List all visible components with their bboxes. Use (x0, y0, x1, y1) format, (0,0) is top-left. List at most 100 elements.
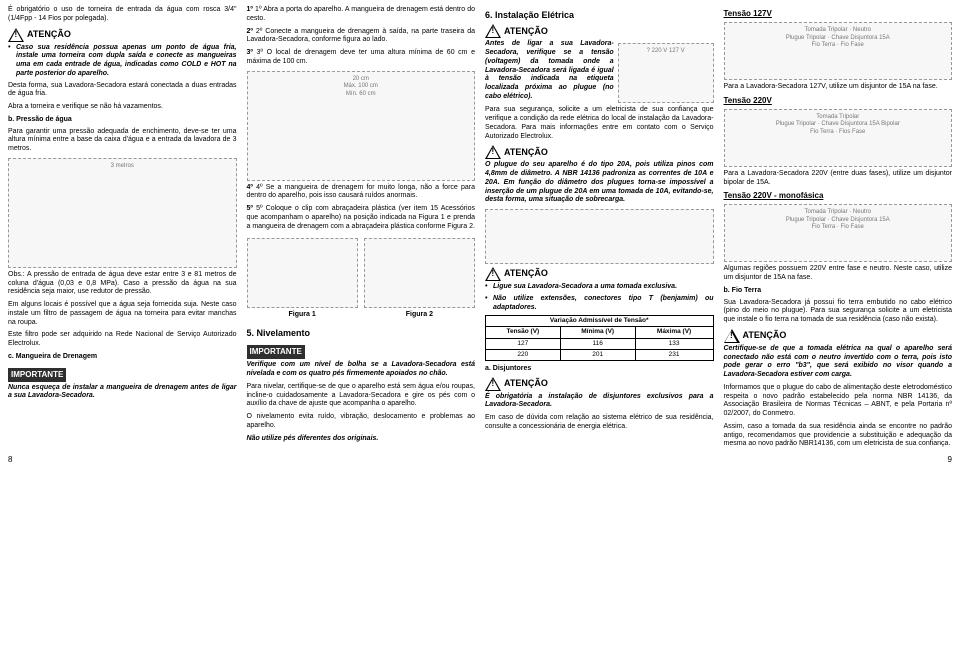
plug-diagram (485, 209, 714, 264)
block-220v: Tensão 220V Tomada Tripolar Plugue Tripo… (724, 96, 953, 188)
warning-1-list: Caso sua residência possua apenas um pon… (8, 44, 237, 79)
drain-diag-l2: Máx. 100 cm (344, 83, 378, 89)
drain-diag-l1: 20 cm (353, 76, 369, 82)
column-1: É obrigatório o uso de torneira de entra… (8, 6, 237, 453)
t220m-l1: Neutro (853, 209, 871, 215)
section-b-title: b. Pressão de água (8, 116, 237, 125)
warning-3b-text: O plugue do seu aparelho é do tipo 20A, … (485, 161, 714, 205)
warning-icon: ! (485, 377, 501, 391)
vt-r2c2: 201 (560, 349, 635, 360)
warning-3c: ! ATENÇÃO (485, 267, 714, 281)
obs-3: Este filtro pode ser adquirido na Rede N… (8, 331, 237, 349)
step-5: 5º 5º Coloque o clip com abraçadeira plá… (247, 205, 476, 231)
section-b2-title: b. Fio Terra (724, 287, 953, 296)
vcd-l1: ? (647, 48, 650, 54)
step-1: 1º 1º Abra a porta do aparelho. A mangue… (247, 6, 476, 24)
section-6-title: 6. Instalação Elétrica (485, 10, 714, 21)
t220m-title: Tensão 220V - monofásica (724, 191, 953, 201)
section-c-title: c. Mangueira de Drenagem (8, 353, 237, 362)
warning-3a-text: Antes de ligar a sua Lavadora-Secadora, … (485, 40, 614, 102)
warning-3c-label: ATENÇÃO (504, 268, 548, 279)
drain-diag-l3: Mín. 60 cm (346, 91, 376, 97)
step-1-text: 1º Abra a porta do aparelho. A mangueira… (247, 6, 476, 22)
t127-l2: Plugue Tripolar (786, 35, 826, 41)
step-3: 3º 3º O local de drenagem deve ter uma a… (247, 49, 476, 67)
vcd-l3: 127 V (669, 48, 685, 54)
col4-p2: Informamos que o plugue do cabo de alime… (724, 384, 953, 419)
important-bar-1: IMPORTANTE (8, 368, 66, 382)
warning-4: ! ATENÇÃO (724, 329, 953, 343)
warning-icon: ! (8, 28, 24, 42)
t220-title: Tensão 220V (724, 96, 953, 106)
para-a2: Abra a torneira e verifique se não há va… (8, 103, 237, 112)
block-220v-mono: Tensão 220V - monofásica Tomada Tripolar… (724, 191, 953, 283)
vt-title: Variação Admissível de Tensão* (486, 316, 714, 327)
t127-l5: Fio Fase (841, 42, 864, 48)
figure-2-caption: Figura 2 (364, 311, 475, 320)
step-3-text: 3º O local de drenagem deve ter uma altu… (247, 49, 476, 65)
important-bar-2: IMPORTANTE (247, 345, 305, 359)
step-5-text: 5º Coloque o clip com abraçadeira plásti… (247, 205, 476, 230)
warning-1: ! ATENÇÃO (8, 28, 237, 42)
t220-l2: Chave Disjuntora 15A Bipolar (821, 121, 899, 127)
warning-1-label: ATENÇÃO (27, 29, 71, 40)
vt-r1c1: 127 (486, 338, 561, 349)
warning-3d-text: É obrigatória a instalação de disjuntore… (485, 393, 714, 411)
column-2: 1º 1º Abra a porta do aparelho. A mangue… (247, 6, 476, 453)
step-2-text: 2º Conecte a mangueira de drenagem à saí… (247, 28, 476, 44)
sec6-p1: Para sua segurança, solicite a um eletri… (485, 106, 714, 141)
column-3: 6. Instalação Elétrica ! ATENÇÃO Antes d… (485, 6, 714, 453)
t220-note: Para a Lavadora-Secadora 220V (entre dua… (724, 170, 953, 188)
t220m-l0: Tomada Tripolar (805, 209, 848, 215)
column-4: Tensão 127V Tomada Tripolar · Neutro Plu… (724, 6, 953, 453)
voltage-check-diagram: ? 220 V 127 V (618, 43, 714, 103)
step-2: 2º 2º Conecte a mangueira de drenagem à … (247, 28, 476, 46)
t220-l3: Fio Terra (810, 129, 834, 135)
pressure-diagram: 3 metros (8, 158, 237, 268)
figure-row (247, 235, 476, 311)
t220m-note: Algumas regiões possuem 220V entre fase … (724, 265, 953, 283)
sec5-p2: O nivelamento evita ruído, vibração, des… (247, 413, 476, 431)
pressure-diagram-label: 3 metros (111, 163, 134, 169)
warning-icon: ! (485, 24, 501, 38)
important-text-1: Nunca esqueça de instalar a mangueira de… (8, 384, 237, 402)
warning-3b: ! ATENÇÃO (485, 145, 714, 159)
t220m-l3: Chave Disjuntora 15A (831, 217, 889, 223)
w3c-li1: Ligue sua Lavadora-Secadora a uma tomada… (485, 283, 714, 292)
obs-2: Em alguns locais é possível que a água s… (8, 301, 237, 327)
page-footer: 8 9 (8, 455, 952, 465)
vt-h2: Mínima (V) (560, 327, 635, 338)
warning-4-text: Certifique-se de que a tomada elétrica n… (724, 345, 953, 380)
warning-icon: ! (485, 145, 501, 159)
step-4: 4º 4º Se a mangueira de drenagem for mui… (247, 184, 476, 202)
warning-icon: ! (485, 267, 501, 281)
vt-r2c3: 231 (635, 349, 713, 360)
t220m-l4: Fio Terra (812, 224, 836, 230)
warning-1-item: Caso sua residência possua apenas um pon… (8, 44, 237, 79)
figure-1-diagram (247, 238, 358, 308)
section-a-title: a. Disjuntores (485, 365, 714, 374)
vt-h1: Tensão (V) (486, 327, 561, 338)
col4-p3: Assim, caso a tomada da sua residência a… (724, 423, 953, 449)
vt-h3: Máxima (V) (635, 327, 713, 338)
w3c-li2: Não utilize extensões, conectores tipo T… (485, 295, 714, 313)
vcd-l2: 220 V (652, 48, 668, 54)
vt-r1c2: 116 (560, 338, 635, 349)
warning-3d: ! ATENÇÃO (485, 377, 714, 391)
sec6-p2: Em caso de dúvida com relação ao sistema… (485, 414, 714, 432)
t127-title: Tensão 127V (724, 9, 953, 19)
page-spread: É obrigatório o uso de torneira de entra… (8, 6, 952, 453)
block-127v: Tensão 127V Tomada Tripolar · Neutro Plu… (724, 9, 953, 92)
figure-2-diagram (364, 238, 475, 308)
t220m-diagram: Tomada Tripolar · Neutro Plugue Tripolar… (724, 204, 953, 262)
obs-1: Obs.: A pressão de entrada de água deve … (8, 271, 237, 297)
t127-note: Para a Lavadora-Secadora 127V, utilize u… (724, 83, 953, 92)
t220m-l2: Plugue Tripolar (786, 217, 826, 223)
t127-l0: Tomada Tripolar (805, 27, 848, 33)
vt-r1c3: 133 (635, 338, 713, 349)
step-4-text: 4º Se a mangueira de drenagem for muito … (247, 184, 475, 200)
warning-3c-list: Ligue sua Lavadora-Secadora a uma tomada… (485, 283, 714, 312)
drain-diagram: 20 cm Máx. 100 cm Mín. 60 cm (247, 71, 476, 181)
warning-4-label: ATENÇÃO (743, 330, 787, 341)
sec5-p1: Para nivelar, certifique-se de que o apa… (247, 383, 476, 409)
